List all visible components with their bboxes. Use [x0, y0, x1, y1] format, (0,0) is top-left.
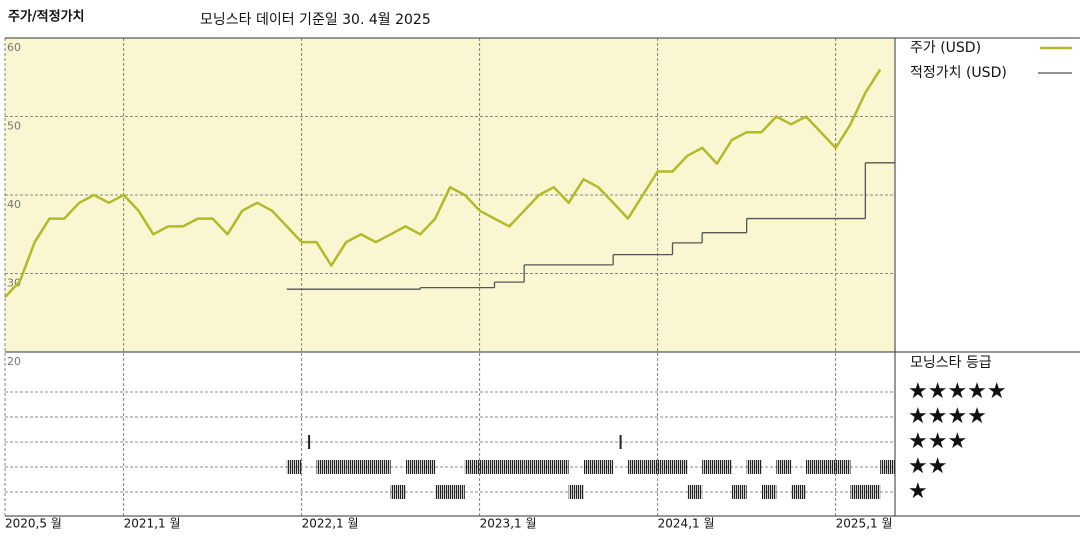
rating-mark — [820, 460, 836, 474]
y-tick-label: 40 — [7, 198, 21, 211]
rating-mark — [479, 460, 495, 474]
rating-mark — [346, 460, 361, 474]
rating-mark — [642, 460, 658, 474]
y-tick-label: 50 — [7, 120, 21, 133]
rating-mark — [316, 460, 332, 474]
rating-mark — [806, 460, 821, 474]
legend-label: 적정가치 (USD) — [910, 65, 1007, 81]
rating-mark — [464, 460, 480, 474]
rating-mark — [761, 485, 777, 499]
rating-tick-label: ★ — [908, 479, 928, 504]
rating-mark — [286, 460, 302, 474]
x-tick-label: 2020,5 월 — [5, 517, 62, 531]
rating-mark — [331, 460, 347, 474]
x-tick-label: 2021,1 월 — [124, 517, 181, 531]
rating-tick-label: ★★★★ — [908, 404, 987, 429]
rating-mark — [628, 460, 643, 474]
rating-mark — [509, 460, 525, 474]
x-tick-label: 2023,1 월 — [480, 517, 537, 531]
rating-mark — [657, 460, 673, 474]
chart-title: 주가/적정가치 — [8, 9, 85, 25]
rating-mark — [702, 460, 717, 474]
rating-mark — [598, 460, 614, 474]
y-tick-label: 20 — [7, 355, 21, 368]
rating-mark — [850, 485, 866, 499]
rating-title: 모닝스타 등급 — [910, 355, 992, 371]
rating-mark — [375, 460, 391, 474]
rating-mark — [390, 485, 406, 499]
rating-mark — [420, 460, 436, 474]
rating-mark — [619, 435, 622, 449]
rating-tick-label: ★★★★★ — [908, 379, 1007, 404]
rating-mark — [835, 460, 851, 474]
chart-subtitle: 모닝스타 데이터 기준일 30. 4월 2025 — [200, 12, 431, 28]
rating-mark — [494, 460, 510, 474]
rating-mark — [361, 460, 376, 474]
rating-mark — [791, 485, 806, 499]
rating-mark — [450, 485, 465, 499]
rating-tick-label: ★★ — [908, 454, 947, 479]
y-tick-label: 30 — [7, 277, 21, 290]
rating-mark — [308, 435, 311, 449]
price-line — [4, 68, 882, 298]
x-tick-label: 2025,1 월 — [836, 517, 893, 531]
y-tick-label: 60 — [7, 41, 21, 54]
rating-mark — [553, 460, 569, 474]
rating-mark — [405, 460, 421, 474]
marks — [4, 68, 895, 499]
rating-mark — [524, 460, 539, 474]
rating-mark — [717, 460, 732, 474]
rating-mark — [746, 460, 762, 474]
rating-tick-label: ★★★ — [908, 429, 967, 454]
rating-mark — [776, 460, 792, 474]
rating-mark — [539, 460, 554, 474]
rating-mark — [731, 485, 747, 499]
rating-mark — [435, 485, 450, 499]
x-tick-label: 2024,1 월 — [658, 517, 715, 531]
rating-mark — [672, 460, 688, 474]
rating-mark — [687, 485, 703, 499]
rating-mark — [568, 485, 584, 499]
legend-label: 주가 (USD) — [910, 40, 981, 56]
x-tick-label: 2022,1 월 — [302, 517, 359, 531]
rating-mark — [865, 485, 881, 499]
rating-mark — [880, 460, 895, 474]
rating-mark — [583, 460, 599, 474]
